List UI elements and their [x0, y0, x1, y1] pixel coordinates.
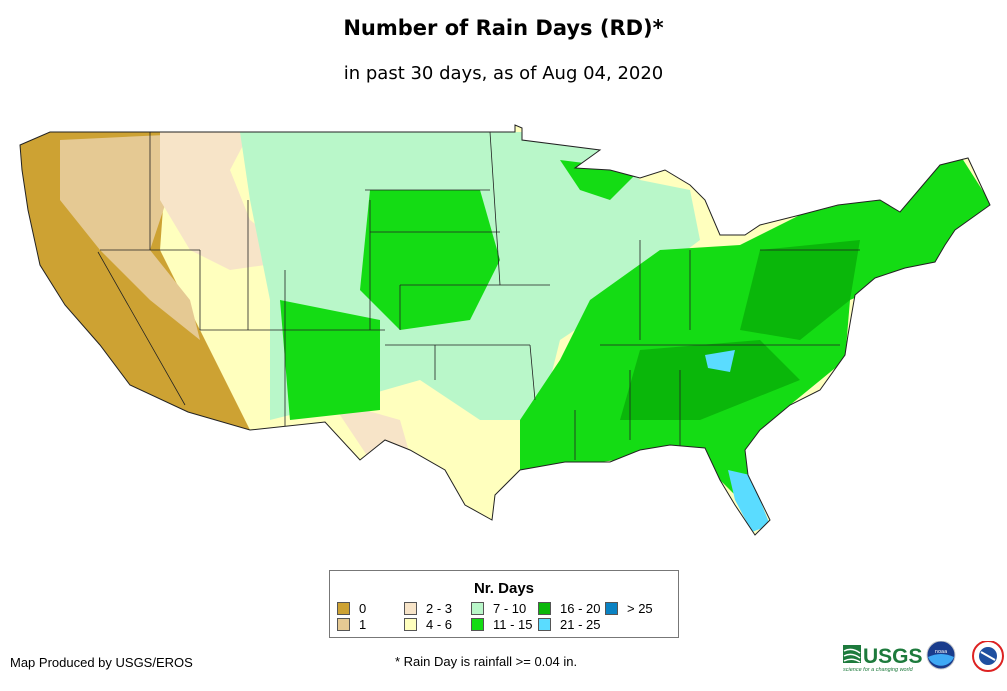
svg-text:science for a changing world: science for a changing world	[843, 667, 914, 673]
region-16-20-south	[620, 340, 800, 420]
legend-swatch	[337, 618, 350, 631]
map-credit: Map Produced by USGS/EROS	[10, 655, 193, 670]
legend-label: 2 - 3	[426, 601, 453, 616]
legend-item: 2 - 3	[404, 601, 452, 616]
noaa-logo: noaa	[926, 641, 956, 670]
map-subtitle: in past 30 days, as of Aug 04, 2020	[343, 63, 664, 84]
legend-item: 0	[337, 601, 366, 616]
legend-swatch	[605, 602, 618, 615]
legend-label: 4 - 6	[426, 617, 453, 632]
legend-swatch	[337, 602, 350, 615]
legend-swatch	[404, 602, 417, 615]
legend-label: > 25	[627, 601, 653, 616]
footnote: * Rain Day is rainfall >= 0.04 in.	[395, 654, 578, 669]
legend-swatch	[538, 602, 551, 615]
legend-label: 7 - 10	[493, 601, 527, 616]
usgs-logo: USGS science for a changing world	[843, 645, 923, 673]
legend-item: 7 - 10	[471, 601, 526, 616]
legend-label: 16 - 20	[560, 601, 601, 616]
legend-item: 16 - 20	[538, 601, 600, 616]
legend-item: 21 - 25	[538, 617, 600, 632]
legend-title: Nr. Days	[473, 580, 535, 597]
legend-item: 4 - 6	[404, 617, 452, 632]
legend-item: > 25	[605, 601, 653, 616]
legend-swatch	[404, 618, 417, 631]
region-11-15-sw	[280, 300, 380, 420]
legend-label: 11 - 15	[493, 617, 533, 632]
legend-label: 21 - 25	[560, 617, 601, 632]
legend-swatch	[471, 602, 484, 615]
us-rain-days-map	[19, 124, 991, 536]
region-21-25-smokies	[705, 350, 735, 372]
legend: Nr. Days 0 1 2 - 3 4 - 6 7 - 10 11 - 15 …	[329, 570, 679, 638]
svg-text:USGS: USGS	[863, 645, 923, 668]
legend-label: 1	[359, 617, 367, 632]
region-11-15-plains	[360, 190, 500, 330]
nws-logo	[972, 641, 1004, 672]
legend-label: 0	[359, 601, 367, 616]
state-boundaries	[97, 131, 860, 460]
region-21-25	[728, 470, 770, 532]
map-title: Number of Rain Days (RD)*	[343, 16, 664, 40]
region-16-20	[740, 240, 860, 340]
svg-text:noaa: noaa	[935, 649, 947, 655]
legend-item: 1	[337, 617, 366, 632]
legend-item: 11 - 15	[471, 617, 533, 632]
agency-logos: USGS science for a changing world noaa	[843, 641, 1004, 673]
legend-swatch	[538, 618, 551, 631]
legend-swatch	[471, 618, 484, 631]
